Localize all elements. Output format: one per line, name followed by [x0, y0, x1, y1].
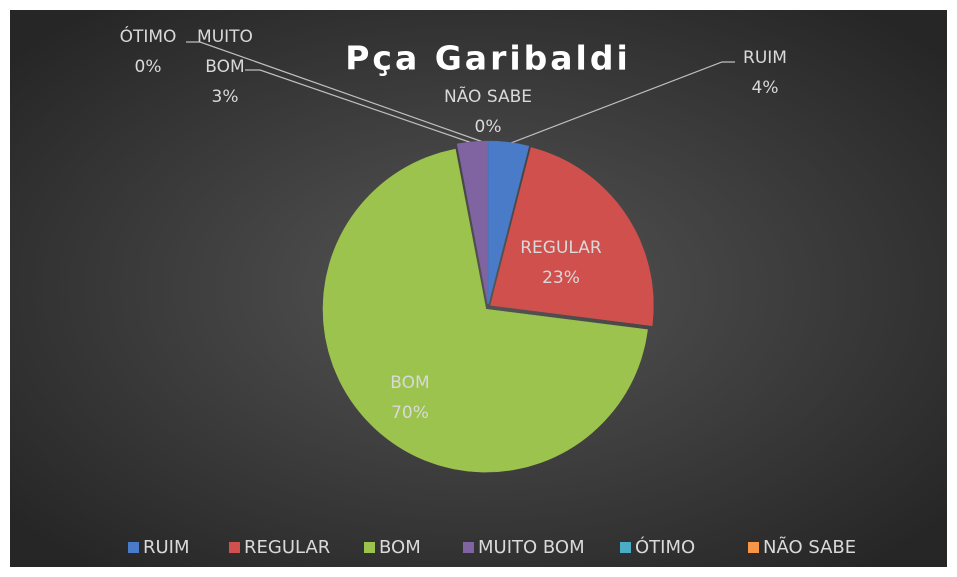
data-label-value: 70%	[391, 403, 429, 423]
leader-line	[245, 69, 479, 146]
legend-label: NÃO SABE	[763, 536, 856, 558]
legend-label: BOM	[379, 537, 421, 558]
data-label: MUITO BOM 3%	[190, 22, 260, 112]
leader-lines	[186, 41, 735, 147]
pie-slice	[490, 147, 654, 327]
legend-swatch	[229, 542, 240, 553]
data-label-value: 4%	[751, 78, 779, 98]
legend-swatch	[128, 542, 139, 553]
pie-slice	[322, 148, 648, 473]
data-label-category: RUIM	[743, 48, 787, 68]
legend-label: RUIM	[143, 537, 190, 558]
data-label-value: 23%	[542, 268, 580, 288]
data-label-value: 0%	[474, 117, 502, 137]
legend-label: ÓTIMO	[635, 536, 695, 558]
data-label-value: 3%	[211, 87, 239, 107]
data-label-category: REGULAR	[520, 238, 602, 258]
data-label-category: ÓTIMO	[119, 27, 177, 47]
data-label-category: BOM	[390, 373, 430, 393]
pie	[322, 140, 654, 473]
legend-label: MUITO BOM	[478, 537, 585, 558]
chart-title: Pça Garibaldi	[345, 39, 631, 78]
leader-line	[502, 61, 735, 147]
data-label: NÃO SABE 0%	[428, 82, 548, 142]
data-label: RUIM 4%	[705, 43, 825, 103]
data-label-value: 0%	[134, 57, 162, 77]
data-label-category: NÃO SABE	[444, 87, 532, 107]
legend-swatch	[364, 542, 375, 553]
data-label: REGULAR 23%	[501, 233, 621, 293]
legend: RUIM REGULAR BOM MUITO BOM ÓTIMO NÃO SABE	[128, 536, 856, 558]
leader-line	[186, 41, 487, 144]
data-label: ÓTIMO 0%	[113, 22, 183, 82]
legend-swatch	[748, 542, 759, 553]
data-label: BOM 70%	[350, 368, 470, 428]
legend-swatch	[620, 542, 631, 553]
pie-slice	[456, 140, 488, 305]
pie-slice	[488, 140, 530, 305]
data-label-category: MUITO BOM	[197, 27, 253, 77]
legend-label: REGULAR	[244, 537, 330, 558]
legend-swatch	[463, 542, 474, 553]
